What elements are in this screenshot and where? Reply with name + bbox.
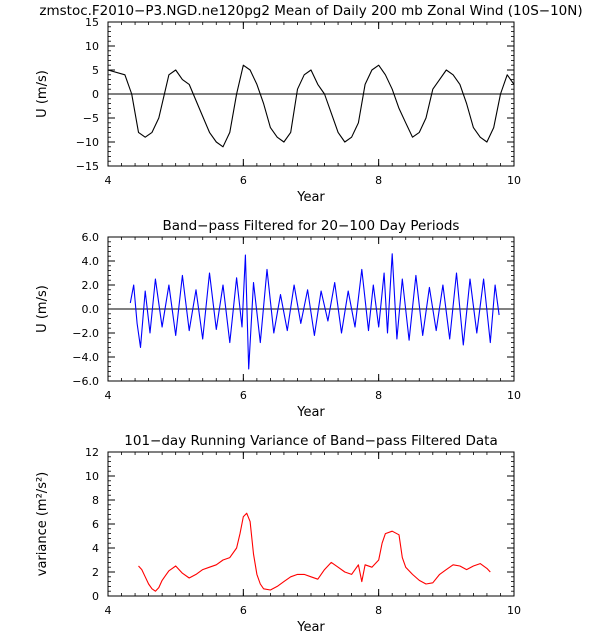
y-tick-label: −10 — [76, 136, 99, 149]
x-tick-label: 4 — [105, 604, 112, 617]
panel-1: zmstoc.F2010−P3.NGD.ne120pg2 Mean of Dai… — [35, 3, 583, 205]
y-tick-label: 6.0 — [82, 231, 100, 244]
x-tick-label: 10 — [507, 604, 521, 617]
y-axis-label: U (m/s) — [35, 285, 50, 333]
x-tick-label: 4 — [105, 174, 112, 187]
y-tick-label: 2 — [92, 566, 99, 579]
y-tick-label: 15 — [85, 16, 99, 29]
panel-1-title: zmstoc.F2010−P3.NGD.ne120pg2 Mean of Dai… — [39, 3, 582, 19]
y-tick-label: 0.0 — [82, 303, 100, 316]
x-tick-label: 6 — [240, 174, 247, 187]
x-axis-label: Year — [296, 405, 325, 420]
x-tick-label: 6 — [240, 604, 247, 617]
y-tick-label: 2.0 — [82, 279, 100, 292]
series-line-1-1 — [107, 64, 515, 148]
y-axis-label: variance (m²/s²) — [35, 472, 50, 576]
y-axis-label: U (m/s) — [35, 70, 50, 118]
y-tick-label: −2.0 — [72, 327, 99, 340]
y-tick-label: 0 — [92, 590, 99, 603]
x-axis-label: Year — [296, 620, 325, 635]
y-tick-label: 4 — [92, 542, 99, 555]
x-tick-label: 8 — [375, 604, 382, 617]
y-tick-label: 8 — [92, 494, 99, 507]
y-tick-label: 12 — [85, 446, 99, 459]
y-tick-label: −5 — [83, 112, 99, 125]
x-axis-label: Year — [296, 190, 325, 205]
y-tick-label: −4.0 — [72, 351, 99, 364]
x-tick-label: 4 — [105, 389, 112, 402]
y-tick-label: 10 — [85, 40, 99, 53]
x-tick-label: 10 — [507, 389, 521, 402]
x-tick-label: 8 — [375, 174, 382, 187]
series-line-2-1 — [129, 253, 500, 370]
panel-2: Band−pass Filtered for 20−100 Day Period… — [35, 218, 521, 420]
panel-2-title: Band−pass Filtered for 20−100 Day Period… — [163, 218, 460, 234]
y-tick-label: 0 — [92, 88, 99, 101]
x-tick-label: 10 — [507, 174, 521, 187]
y-tick-label: 6 — [92, 518, 99, 531]
panel-3-title: 101−day Running Variance of Band−pass Fi… — [124, 433, 497, 449]
x-tick-label: 6 — [240, 389, 247, 402]
series-line-3-1 — [138, 512, 491, 592]
x-tick-label: 8 — [375, 389, 382, 402]
y-tick-label: 4.0 — [82, 255, 100, 268]
panel-3: 101−day Running Variance of Band−pass Fi… — [35, 433, 521, 635]
y-tick-label: −15 — [76, 160, 99, 173]
y-tick-label: 10 — [85, 470, 99, 483]
y-tick-label: 5 — [92, 64, 99, 77]
y-tick-label: −6.0 — [72, 375, 99, 388]
